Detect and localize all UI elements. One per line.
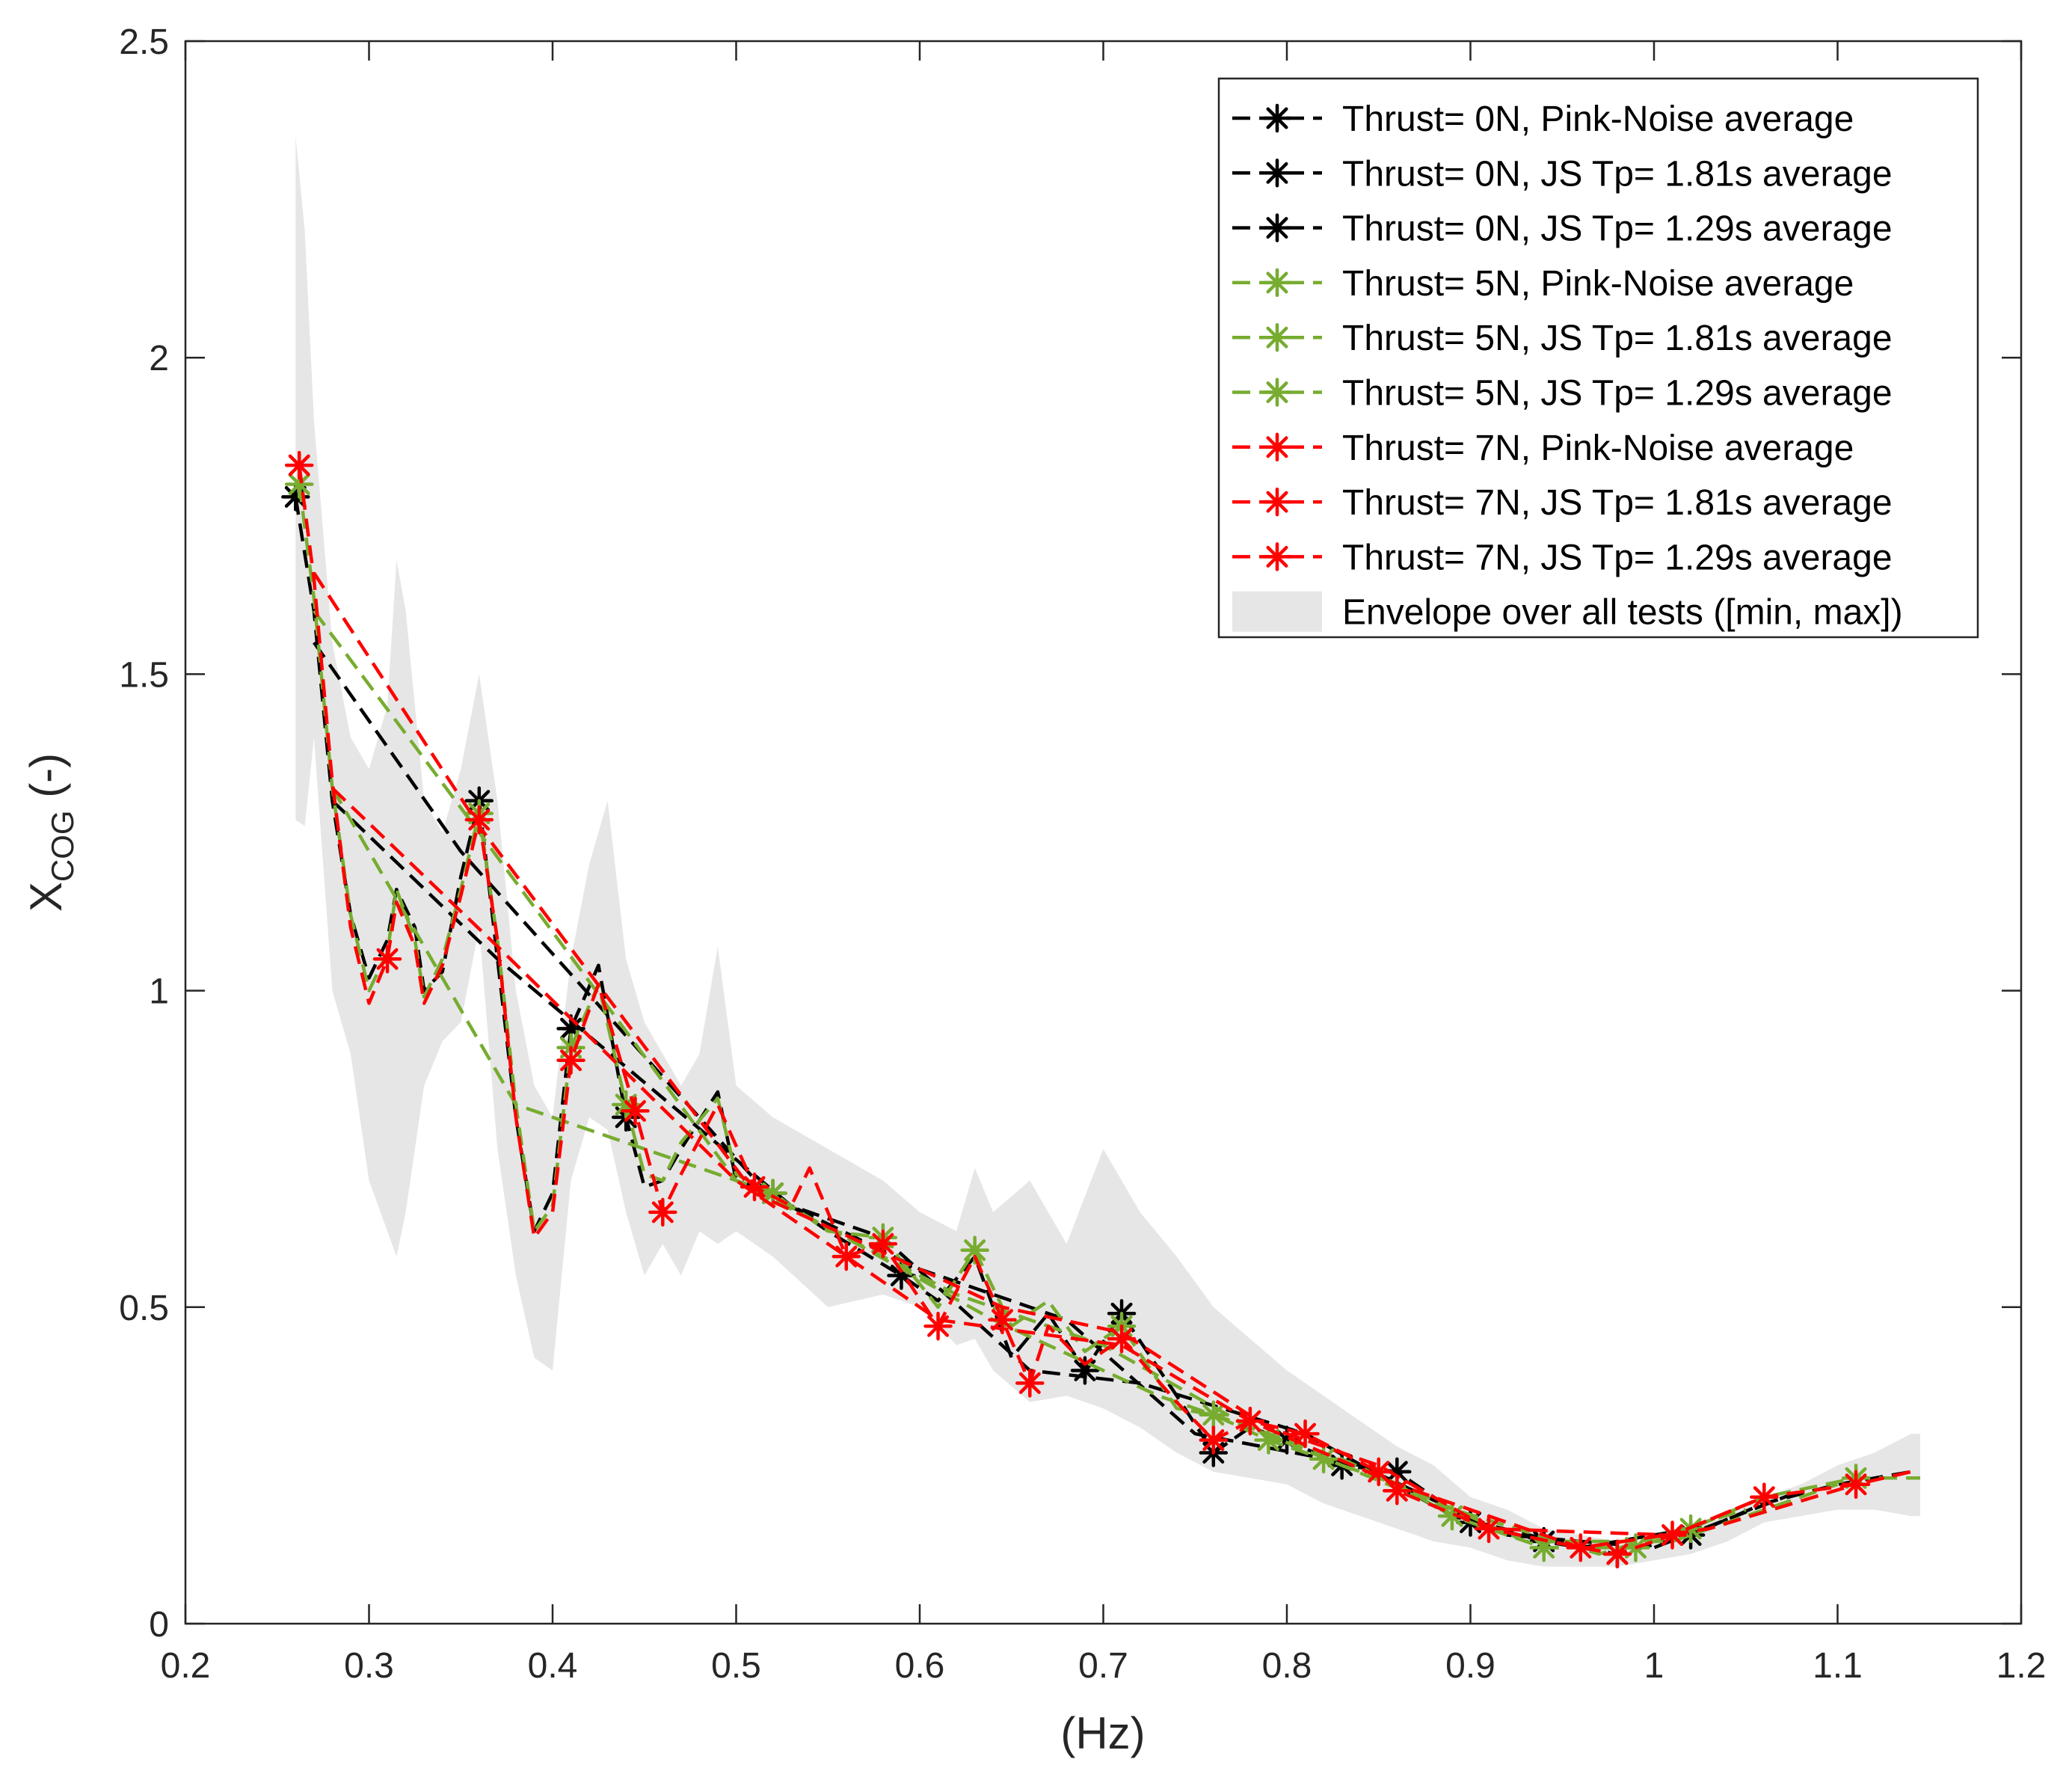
series-6-point-0 — [284, 450, 314, 480]
legend-label-2: Thrust= 0N, JS Tp= 1.29s average — [1342, 209, 1893, 249]
series-6-point-19 — [648, 1197, 677, 1227]
series-6-point-25 — [831, 1241, 861, 1271]
x-tick-label-10: 1.2 — [1996, 1646, 2047, 1686]
legend-marker-4 — [1262, 322, 1292, 352]
series-6-point-44 — [1750, 1482, 1779, 1511]
y-tick-label-0: 0 — [149, 1605, 169, 1645]
series-6-point-18 — [621, 1096, 650, 1126]
series-6-point-37 — [1291, 1419, 1320, 1449]
legend-marker-1 — [1262, 159, 1292, 188]
series-layer — [281, 450, 1920, 1569]
legend-item-6: Thrust= 7N, Pink-Noise average — [1232, 429, 1854, 468]
y-tick-label-3: 1.5 — [119, 655, 169, 695]
legend-box — [1217, 77, 1979, 639]
series-6-point-22 — [740, 1172, 769, 1202]
legend-label-3: Thrust= 5N, Pink-Noise average — [1342, 264, 1854, 304]
series-0-point-36 — [1272, 1425, 1302, 1455]
y-tick-label-5: 2.5 — [119, 22, 169, 62]
x-tick-label-9: 1.1 — [1813, 1646, 1863, 1686]
envelope-layer — [295, 136, 1920, 1567]
series-line-4 — [313, 610, 1747, 1556]
x-tick-label-0: 0.2 — [161, 1646, 211, 1686]
legend-marker-7 — [1262, 487, 1292, 517]
series-6-point-16 — [556, 1046, 585, 1075]
legend-label-4: Thrust= 5N, JS Tp= 1.81s average — [1342, 319, 1893, 358]
series-3-point-28 — [960, 1236, 989, 1265]
series-6-point-27 — [923, 1311, 953, 1341]
y-axis-label-tail: (-) — [21, 753, 71, 811]
x-tick-label-7: 0.9 — [1445, 1646, 1495, 1686]
series-6-point-5 — [372, 945, 402, 974]
series-7 — [313, 571, 1765, 1537]
x-tick-label-2: 0.4 — [528, 1646, 578, 1686]
x-axis-label: (Hz) — [1060, 1708, 1145, 1758]
legend-envelope-swatch — [1232, 591, 1322, 632]
legend-label-7: Thrust= 7N, JS Tp= 1.81s average — [1342, 483, 1893, 523]
x-tick-label-5: 0.7 — [1078, 1646, 1128, 1686]
legend-item-envelope: Envelope over all tests ([min, max]) — [1232, 591, 1903, 633]
legend-marker-8 — [1262, 542, 1292, 571]
y-axis-label-subscript: COG — [45, 810, 80, 882]
y-axis-label: XCOG (-) — [21, 753, 80, 912]
x-tick-label-4: 0.6 — [895, 1646, 945, 1686]
x-tick-label-3: 0.5 — [711, 1646, 761, 1686]
series-3-point-18 — [611, 1090, 641, 1120]
series-8 — [331, 787, 1857, 1550]
series-line-8 — [331, 787, 1857, 1550]
y-axis-label-main: X — [21, 882, 71, 912]
legend-item-3: Thrust= 5N, Pink-Noise average — [1232, 264, 1854, 304]
legend-label-0: Thrust= 0N, Pink-Noise average — [1342, 99, 1854, 139]
envelope-band — [295, 136, 1920, 1567]
series-6-point-35 — [1199, 1425, 1229, 1455]
series-0-point-16 — [556, 1014, 585, 1043]
series-0-point-0 — [281, 482, 310, 512]
series-0-point-38 — [1383, 1457, 1412, 1487]
ticks-layer: 0.2 0.3 0.4 0.5 0.6 0.7 0.8 0.9 1 1.1 1.2 0 0.5 1 1.5 2… — [119, 22, 2046, 1686]
y-tick-label-1: 0.5 — [119, 1289, 169, 1328]
legend-item-2: Thrust= 0N, JS Tp= 1.29s average — [1232, 209, 1893, 249]
series-6-point-30 — [1015, 1369, 1045, 1398]
legend-marker-0 — [1262, 103, 1292, 133]
series-6-point-39 — [1383, 1476, 1412, 1505]
series-0-point-31 — [1070, 1356, 1100, 1385]
legend-label-6: Thrust= 7N, Pink-Noise average — [1342, 429, 1854, 468]
legend-marker-2 — [1262, 213, 1292, 242]
y-tick-label-2: 1 — [149, 972, 169, 1012]
series-6-point-42 — [1602, 1539, 1632, 1569]
legend-label-8: Thrust= 7N, JS Tp= 1.29s average — [1342, 538, 1893, 577]
series-4 — [313, 610, 1747, 1556]
legend-label-envelope: Envelope over all tests ([min, max]) — [1342, 593, 1903, 633]
series-3-point-35 — [1254, 1425, 1283, 1455]
legend-marker-3 — [1262, 268, 1292, 298]
series-1 — [313, 641, 1691, 1550]
series-3-point-0 — [284, 470, 314, 499]
legend-item-5: Thrust= 5N, JS Tp= 1.29s average — [1232, 374, 1893, 414]
series-line-1 — [313, 641, 1691, 1550]
series-6-point-11 — [464, 805, 494, 835]
x-tick-label-1: 0.3 — [344, 1646, 394, 1686]
series-3-point-38 — [1437, 1501, 1467, 1531]
series-6-point-38 — [1364, 1457, 1393, 1487]
series-6-point-33 — [1107, 1324, 1137, 1354]
series-0-point-26 — [887, 1261, 916, 1290]
legend: Thrust= 0N, Pink-Noise average Thrust= 0N… — [1217, 77, 1979, 639]
legend-label-1: Thrust= 0N, JS Tp= 1.81s average — [1342, 154, 1893, 194]
series-3-point-24 — [758, 1179, 787, 1208]
legend-item-1: Thrust= 0N, JS Tp= 1.81s average — [1232, 154, 1893, 194]
series-3-point-39 — [1529, 1533, 1558, 1562]
x-tick-label-6: 0.8 — [1262, 1646, 1312, 1686]
legend-marker-6 — [1262, 432, 1292, 462]
legend-item-8: Thrust= 7N, JS Tp= 1.29s average — [1232, 538, 1893, 577]
y-tick-label-4: 2 — [149, 339, 169, 378]
series-6-point-26 — [868, 1229, 898, 1259]
legend-item-7: Thrust= 7N, JS Tp= 1.81s average — [1232, 483, 1893, 523]
legend-item-4: Thrust= 5N, JS Tp= 1.81s average — [1232, 319, 1893, 358]
series-line-7 — [313, 571, 1765, 1537]
legend-label-5: Thrust= 5N, JS Tp= 1.29s average — [1342, 374, 1893, 414]
x-tick-label-8: 1 — [1644, 1646, 1664, 1686]
legend-item-0: Thrust= 0N, Pink-Noise average — [1232, 99, 1854, 139]
series-6-point-29 — [988, 1305, 1017, 1334]
legend-marker-5 — [1262, 378, 1292, 407]
